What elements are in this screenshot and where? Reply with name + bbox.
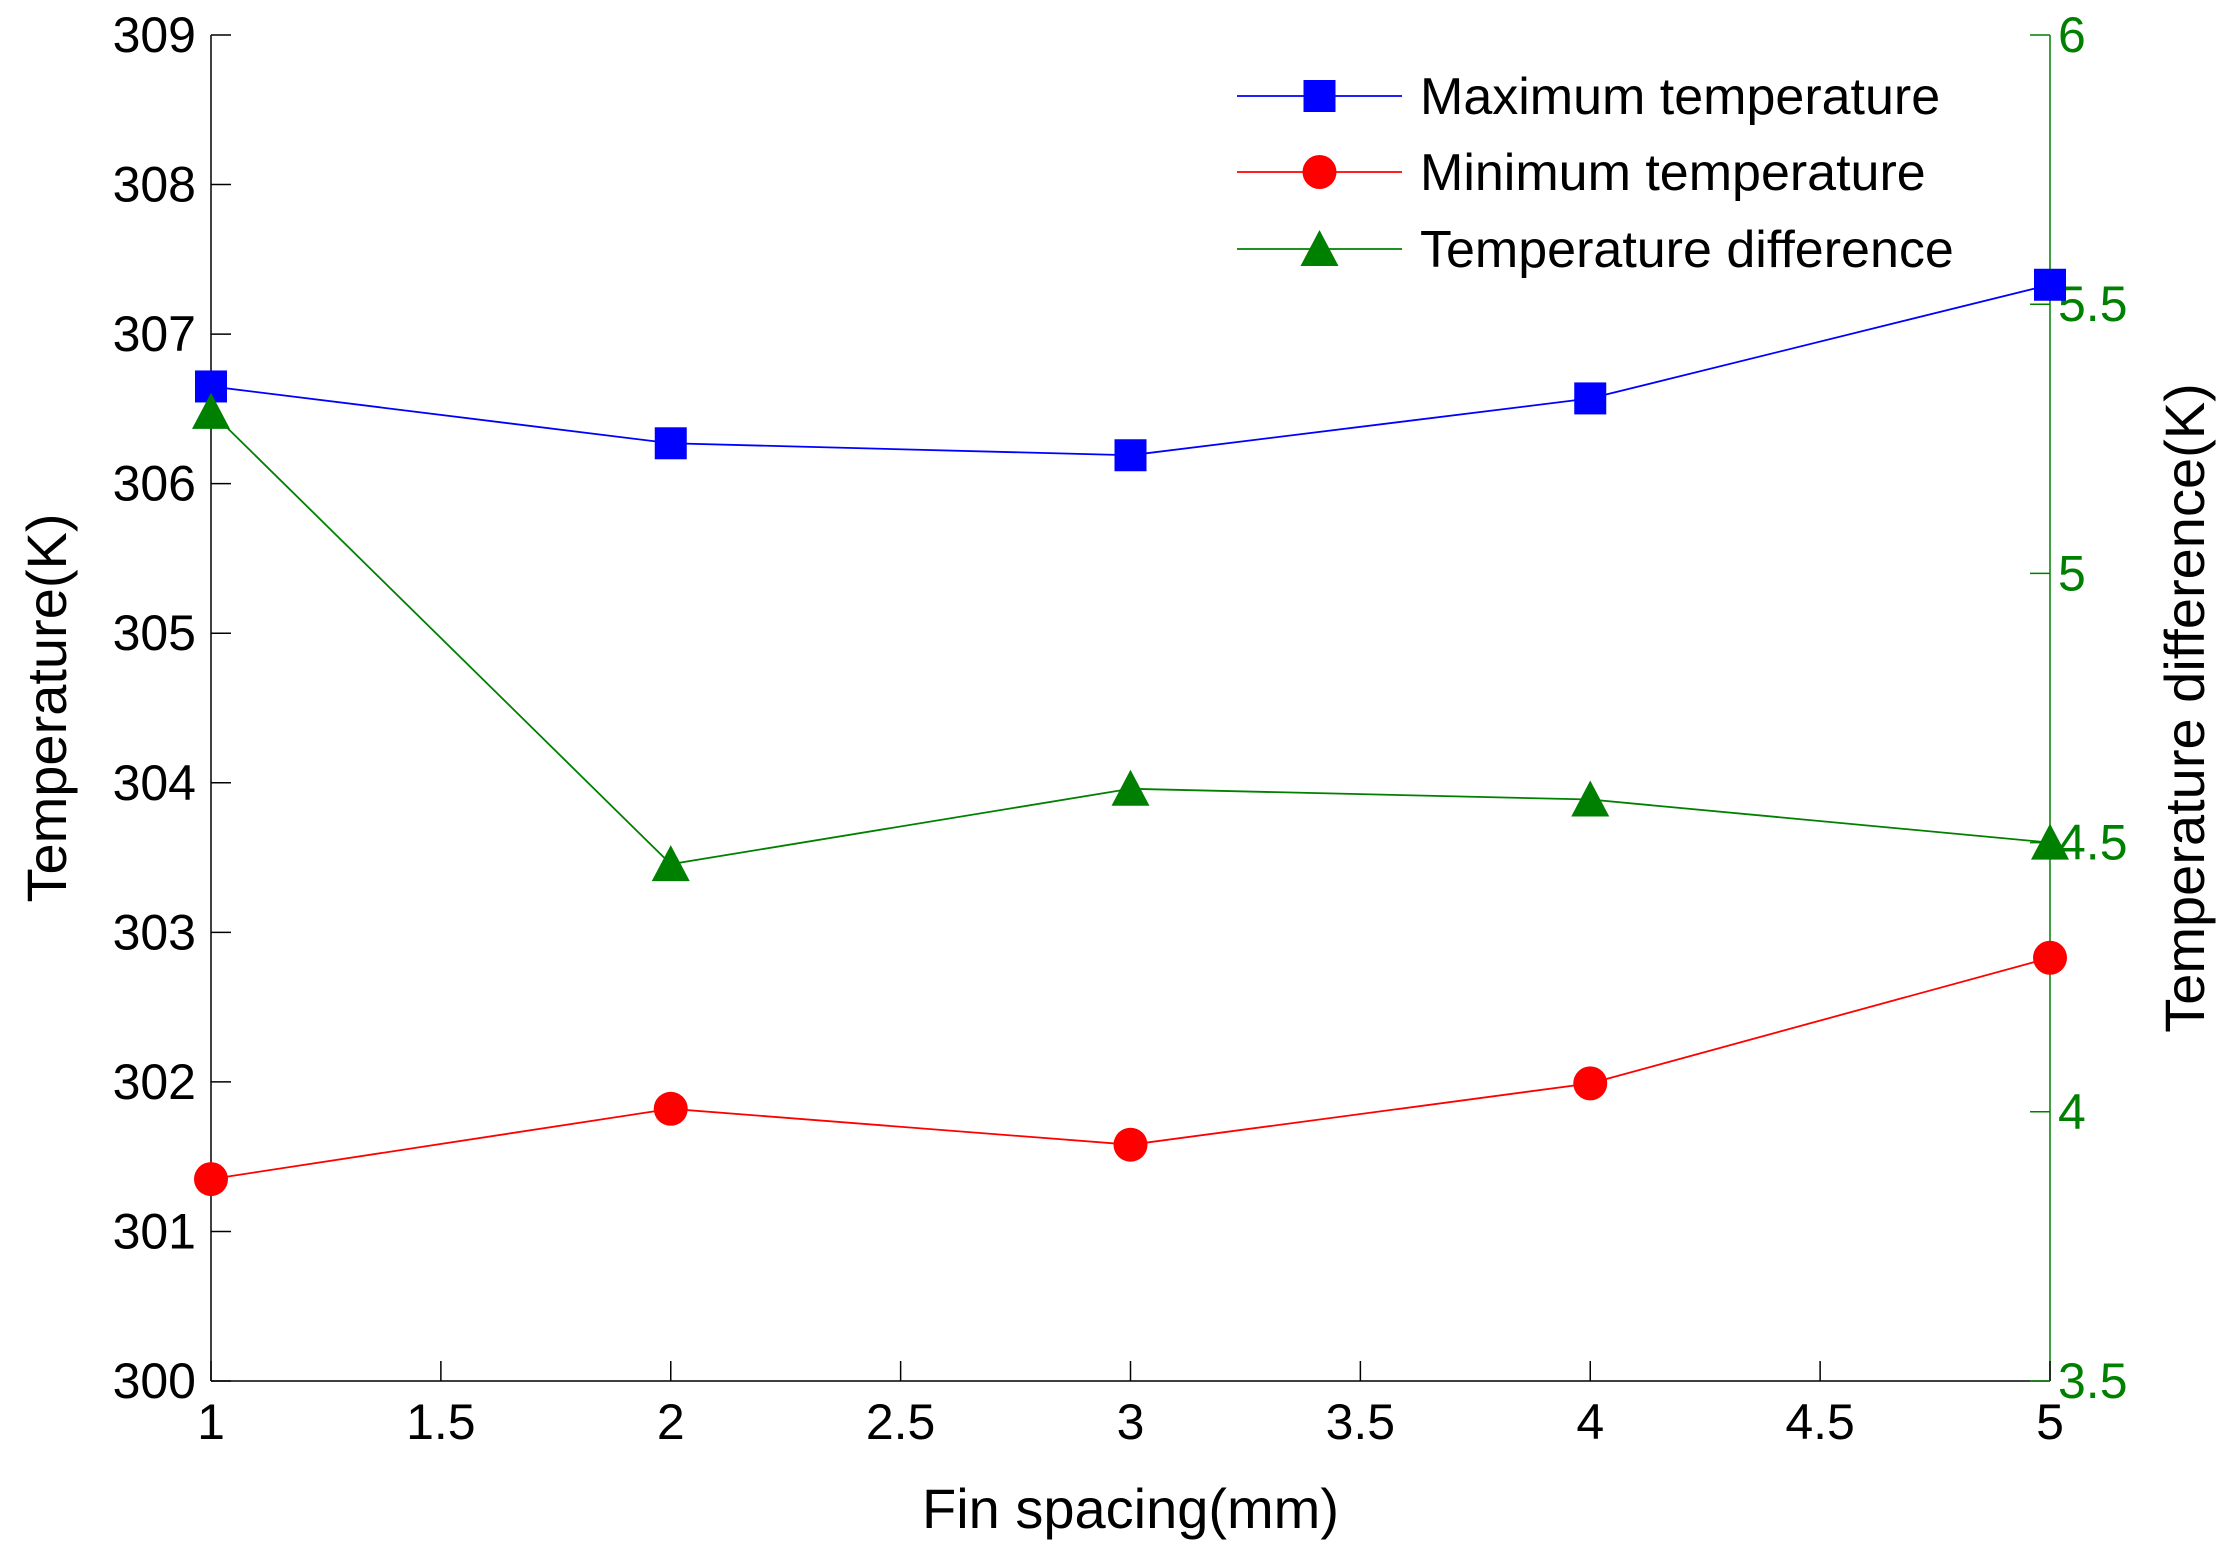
data-point-circle [194, 1162, 228, 1197]
x-tick-label: 1 [197, 1394, 225, 1450]
legend-marker-triangle [1300, 230, 1339, 266]
x-tick-label: 2 [657, 1394, 685, 1450]
data-point-triangle [2031, 823, 2069, 860]
data-point-circle [653, 1091, 688, 1126]
data-point-circle [1113, 1127, 1148, 1162]
y-right-tick-label: 6 [2058, 7, 2086, 63]
legend-label: Minimum temperature [1420, 144, 1926, 202]
legend-label: Maximum temperature [1420, 68, 1940, 126]
x-tick-label: 1.5 [406, 1394, 476, 1450]
legend-item: Minimum temperature [1237, 144, 1926, 202]
legend: Maximum temperature Minimum temperature Te… [1237, 68, 1954, 279]
y-right-tick-label: 4.5 [2058, 815, 2128, 871]
y-tick-label: 304 [113, 755, 196, 811]
x-tick-label: 3 [1117, 1394, 1145, 1450]
legend-marker-circle [1302, 155, 1337, 189]
legend-label: Temperature difference [1420, 221, 1954, 279]
data-point-triangle [1571, 780, 1610, 817]
series-minimum-temperature [194, 940, 2067, 1197]
y-tick-label: 309 [113, 7, 196, 63]
x-tick-label: 5 [2036, 1394, 2064, 1450]
y-right-tick-label: 5 [2058, 545, 2086, 601]
y-tick-label: 305 [113, 605, 196, 661]
data-point-square [2034, 268, 2066, 301]
data-point-triangle [1111, 769, 1150, 806]
axes: 1 1.5 2 2.5 3 3.5 4 4.5 5 300 301 302 303 304 305 306 30… [15, 7, 2216, 1540]
y-tick-label: 301 [113, 1203, 196, 1259]
y-tick-label: 308 [113, 157, 196, 213]
y-tick-label: 302 [113, 1054, 196, 1110]
data-point-circle [1573, 1066, 1608, 1101]
data-point-circle [2033, 940, 2067, 975]
legend-marker-square [1303, 80, 1336, 112]
data-point-square [1114, 439, 1147, 472]
x-tick-label: 3.5 [1326, 1394, 1396, 1450]
y-tick-label: 307 [113, 306, 196, 362]
y-right-tick-label: 3.5 [2058, 1353, 2128, 1409]
y-tick-label: 300 [113, 1353, 196, 1409]
x-axis-title: Fin spacing(mm) [922, 1477, 1339, 1540]
series-maximum-temperature [195, 268, 2066, 472]
data-point-triangle [192, 392, 230, 429]
data-point-square [654, 427, 687, 460]
data-point-square [1574, 382, 1607, 415]
series-temperature-difference [192, 392, 2069, 882]
series-layer [192, 268, 2069, 1197]
y-tick-label: 303 [113, 904, 196, 960]
y-axis-title: Temperature(K) [15, 513, 78, 902]
y-tick-label: 306 [113, 456, 196, 512]
x-tick-label: 4 [1576, 1394, 1604, 1450]
legend-item: Temperature difference [1237, 221, 1954, 279]
legend-item: Maximum temperature [1237, 68, 1940, 126]
y-right-axis-title: Temperature difference(K) [2153, 383, 2216, 1033]
data-point-triangle [651, 845, 690, 882]
y-right-tick-label: 4 [2058, 1084, 2086, 1140]
x-tick-label: 4.5 [1785, 1394, 1855, 1450]
y-right-tick-label: 5.5 [2058, 276, 2128, 332]
x-tick-label: 2.5 [866, 1394, 936, 1450]
